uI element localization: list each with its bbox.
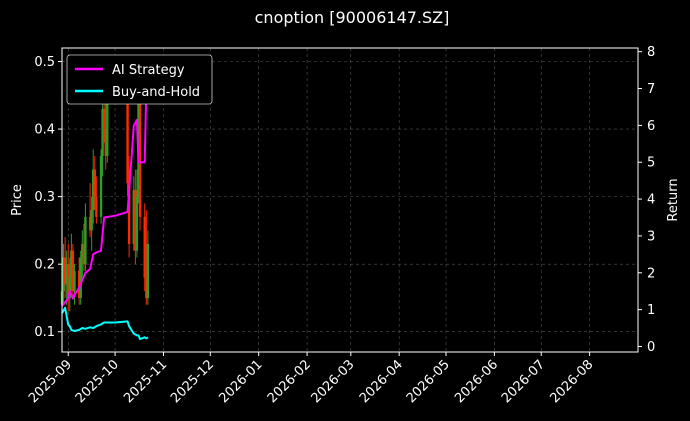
candle-body (132, 189, 136, 244)
legend-label-buy-and-hold: Buy-and-Hold (112, 85, 200, 100)
candle-body (138, 102, 142, 217)
candle-body (88, 216, 92, 231)
legend-label-ai-strategy: AI Strategy (112, 63, 185, 78)
candle-body (143, 216, 146, 278)
y-tick-label: 0.1 (34, 325, 55, 340)
candle-body (71, 250, 75, 292)
candle-body (63, 257, 67, 285)
candle-body (90, 210, 93, 231)
candle-body (99, 156, 103, 217)
candle-body (81, 243, 84, 258)
legend-box (66, 54, 213, 105)
candle-body (106, 102, 109, 157)
y-axis-left: 0.1 0.2 0.3 0.4 0.5 (34, 55, 62, 340)
candle-body (145, 277, 148, 298)
y-tick-label: 0.5 (34, 55, 55, 70)
y-tick-label: 0.3 (34, 190, 55, 205)
y2-tick-label: 5 (647, 156, 655, 171)
y-tick-label: 0.2 (34, 258, 55, 273)
candle-body (84, 216, 87, 265)
y-tick-label: 0.4 (34, 123, 55, 138)
candle-body (67, 264, 70, 298)
candle-body (102, 108, 106, 130)
series-lines (61, 80, 149, 341)
candle-body (134, 189, 137, 251)
y2-tick-label: 8 (647, 45, 655, 60)
candle-body (77, 270, 81, 298)
candle-body (101, 108, 104, 157)
series-line-buy-and-hold (61, 306, 149, 341)
y2-tick-label: 3 (647, 229, 655, 244)
candle-body (68, 277, 72, 298)
y2-axis-label: Return (666, 178, 681, 221)
candle-body (127, 183, 131, 244)
candle-body (73, 270, 76, 292)
y2-tick-label: 2 (647, 266, 655, 281)
candle-body (93, 169, 96, 197)
candle-body (62, 257, 65, 292)
y2-tick-label: 6 (647, 119, 655, 134)
y-axis-label: Price (10, 184, 25, 216)
candle-body (104, 129, 107, 157)
candle-body (82, 243, 86, 265)
candle-body (146, 243, 150, 298)
candle-body (92, 169, 95, 211)
y2-tick-label: 7 (647, 82, 655, 97)
y-axis-right: 0 1 2 3 4 5 6 7 8 (638, 45, 655, 355)
plot-frame (61, 47, 639, 353)
y2-tick-label: 1 (647, 303, 655, 318)
candle-body (70, 250, 73, 278)
candle-body (95, 196, 98, 217)
y2-tick-label: 0 (647, 340, 655, 355)
y2-tick-label: 4 (647, 193, 655, 208)
candle-body (65, 264, 68, 285)
candle-body (126, 102, 129, 184)
chart-title: cnoption [90006147.SZ] (255, 8, 450, 27)
legend: AI Strategy Buy-and-Hold (66, 54, 213, 105)
candle-body (79, 257, 82, 298)
candle-body (135, 196, 139, 251)
series-line-ai-strategy (61, 80, 149, 307)
